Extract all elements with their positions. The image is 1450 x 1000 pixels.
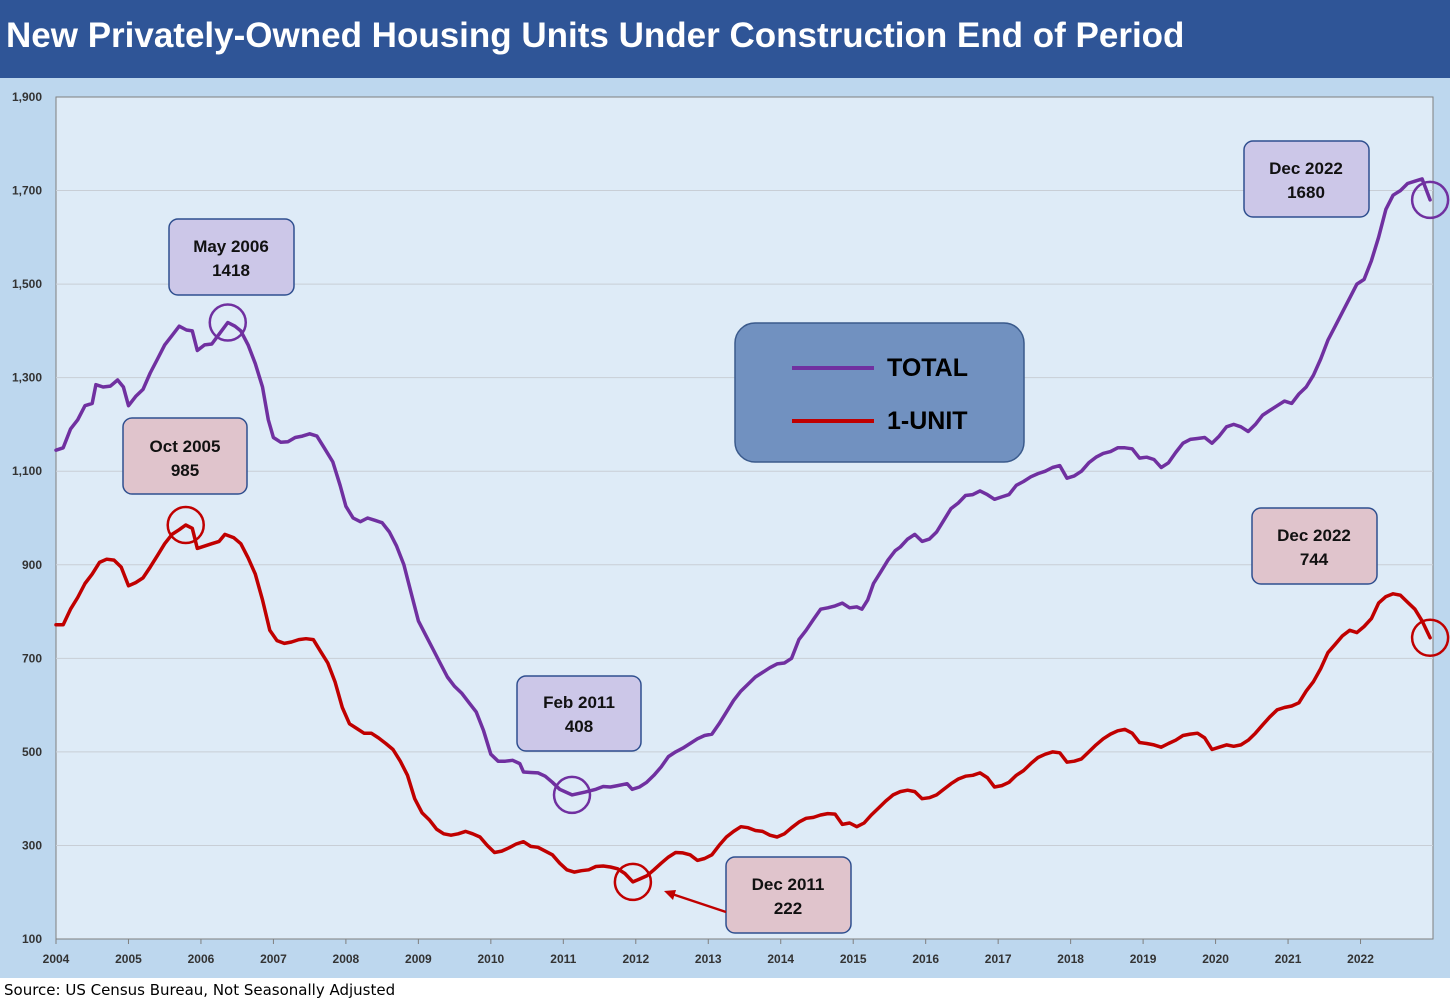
y-tick-label: 1,700 bbox=[12, 184, 42, 198]
annotation-unit1-end: Dec 2022 744 bbox=[1251, 507, 1378, 585]
annotation-total-peak: May 2006 1418 bbox=[168, 218, 295, 296]
legend-total-label: TOTAL bbox=[887, 354, 968, 382]
annotation-unit1-trough: Dec 2011 222 bbox=[664, 856, 852, 934]
annotation-value: 1680 bbox=[1287, 183, 1325, 202]
annotation-arrowhead bbox=[664, 890, 676, 900]
y-tick-label: 300 bbox=[22, 838, 42, 852]
x-tick-label: 2014 bbox=[767, 952, 794, 966]
x-tick-label: 2019 bbox=[1130, 952, 1157, 966]
series-line-total bbox=[54, 177, 1432, 797]
annotation-value: 222 bbox=[774, 899, 802, 918]
annotation-value: 1418 bbox=[212, 261, 250, 280]
highlight-circle-unit1-trough bbox=[613, 862, 653, 902]
annotation-total-trough: Feb 2011 408 bbox=[516, 675, 642, 752]
x-tick-label: 2004 bbox=[43, 952, 70, 966]
series-lines bbox=[54, 177, 1432, 884]
y-tick-label: 100 bbox=[22, 932, 42, 946]
y-tick-label: 1,100 bbox=[12, 464, 42, 478]
highlight-circle-total-peak bbox=[208, 303, 248, 342]
x-tick-label: 2016 bbox=[912, 952, 939, 966]
annotation-date: Oct 2005 bbox=[150, 437, 221, 456]
x-tick-label: 2008 bbox=[333, 952, 360, 966]
y-tick-label: 900 bbox=[22, 558, 42, 572]
annotation-date: May 2006 bbox=[193, 237, 269, 256]
annotation-box bbox=[1251, 507, 1378, 585]
annotation-box bbox=[168, 218, 295, 296]
annotation-value: 985 bbox=[171, 461, 199, 480]
annotation-date: Dec 2022 bbox=[1269, 159, 1343, 178]
annotation-date: Feb 2011 bbox=[543, 693, 615, 712]
title-bar: New Privately-Owned Housing Units Under … bbox=[0, 0, 1450, 78]
x-tick-label: 2017 bbox=[985, 952, 1012, 966]
y-tick-label: 500 bbox=[22, 745, 42, 759]
x-tick-label: 2005 bbox=[115, 952, 142, 966]
source-note: Source: US Census Bureau, Not Seasonally… bbox=[4, 981, 396, 999]
annotation-box bbox=[516, 675, 642, 752]
annotation-box bbox=[1243, 140, 1370, 218]
x-tick-label: 2006 bbox=[188, 952, 215, 966]
y-tick-label: 1,900 bbox=[12, 90, 42, 104]
legend: TOTAL 1-UNIT bbox=[734, 322, 1025, 463]
x-tick-label: 2012 bbox=[622, 952, 649, 966]
y-tick-label: 1,500 bbox=[12, 277, 42, 291]
x-tick-label: 2020 bbox=[1202, 952, 1229, 966]
y-tick-label: 700 bbox=[22, 651, 42, 665]
axes: 100 300 500 700 900 1,100 1,300 1,500 1,700 1,900… bbox=[12, 90, 1374, 966]
annotation-total-end: Dec 2022 1680 bbox=[1243, 140, 1370, 218]
annotation-value: 744 bbox=[1300, 550, 1329, 569]
x-tick-label: 2010 bbox=[477, 952, 504, 966]
line-chart: 100 300 500 700 900 1,100 1,300 1,500 1,700 1,900… bbox=[12, 90, 1450, 966]
series-line-unit1 bbox=[54, 523, 1432, 884]
annotation-value: 408 bbox=[565, 717, 593, 736]
annotation-arrow bbox=[671, 892, 727, 914]
annotation-box bbox=[122, 417, 248, 495]
x-tick-label: 2021 bbox=[1275, 952, 1302, 966]
x-tick-label: 2007 bbox=[260, 952, 287, 966]
x-tick-label: 2013 bbox=[695, 952, 722, 966]
x-tick-label: 2011 bbox=[550, 952, 576, 966]
x-tick-label: 2018 bbox=[1057, 952, 1084, 966]
highlight-circle-unit1-peak bbox=[166, 505, 205, 545]
x-tick-label: 2015 bbox=[840, 952, 867, 966]
annotation-markers bbox=[166, 180, 1450, 902]
highlight-circle-unit1-end bbox=[1410, 618, 1450, 658]
legend-unit1-label: 1-UNIT bbox=[887, 407, 968, 435]
y-tick-label: 1,300 bbox=[12, 371, 42, 385]
annotation-date: Dec 2011 bbox=[752, 875, 825, 894]
highlight-circle-total-end bbox=[1410, 180, 1450, 220]
chart-area: 100 300 500 700 900 1,100 1,300 1,500 1,700 1,900… bbox=[0, 78, 1450, 978]
legend-box bbox=[734, 322, 1025, 463]
annotation-date: Dec 2022 bbox=[1277, 526, 1351, 545]
chart-title: New Privately-Owned Housing Units Under … bbox=[6, 16, 1185, 55]
annotation-box bbox=[725, 856, 852, 934]
x-tick-label: 2022 bbox=[1347, 952, 1374, 966]
annotation-unit1-peak: Oct 2005 985 bbox=[122, 417, 248, 495]
highlight-circle-total-trough bbox=[552, 775, 592, 815]
x-tick-label: 2009 bbox=[405, 952, 432, 966]
